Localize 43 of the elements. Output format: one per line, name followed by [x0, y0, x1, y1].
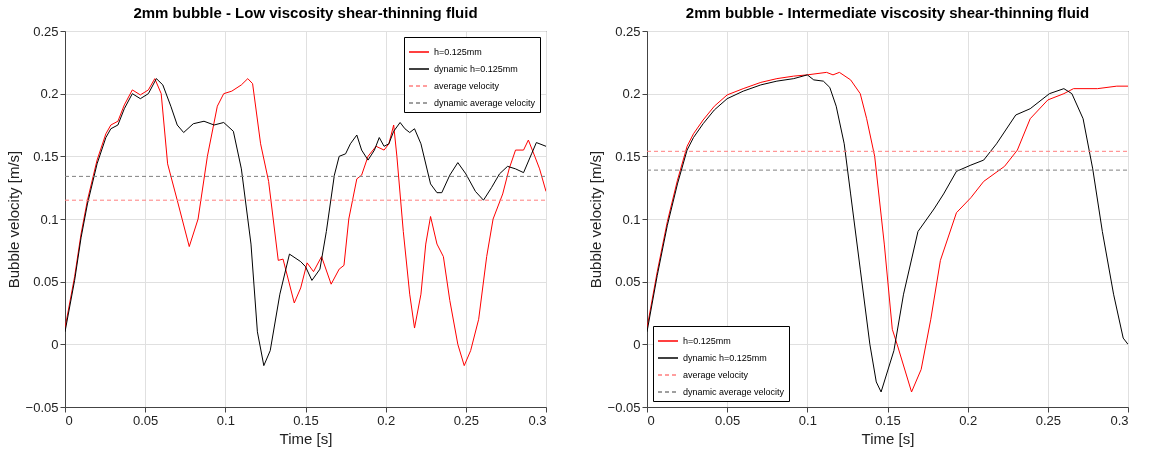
y-tick-label: 0.2: [622, 86, 641, 102]
x-tick-label: 0.2: [377, 412, 396, 428]
x-tick-label: 0.05: [133, 412, 159, 428]
y-tick-label: 0.15: [615, 148, 641, 164]
y-tick-label: 0.2: [40, 86, 59, 102]
x-tick-label: 0.15: [875, 412, 901, 428]
y-tick-label: 0.05: [33, 274, 59, 290]
x-tick-label: 0.25: [453, 412, 479, 428]
x-axis-title: Time [s]: [861, 429, 915, 447]
legend-label: h=0.125mm: [434, 47, 482, 57]
legend-label: dynamic average velocity: [683, 387, 785, 397]
x-tick-label: 0: [65, 412, 73, 428]
chart-title: 2mm bubble - Intermediate viscosity shear-thinning fluid: [685, 4, 1090, 21]
y-tick-label: −0.05: [607, 399, 641, 415]
legend-label: h=0.125mm: [683, 336, 731, 346]
x-tick-label: 0.1: [798, 412, 817, 428]
y-tick-label: 0.25: [615, 23, 641, 39]
x-tick-label: 0.25: [1035, 412, 1061, 428]
y-tick-label: 0: [51, 336, 59, 352]
legend-label: dynamic h=0.125mm: [683, 353, 767, 363]
y-tick-label: 0.1: [622, 211, 641, 227]
y-tick-label: −0.05: [25, 399, 59, 415]
legend-label: average velocity: [683, 370, 749, 380]
y-tick-label: 0.25: [33, 23, 59, 39]
x-tick-label: 0.3: [1110, 412, 1129, 428]
x-tick-label: 0: [647, 412, 655, 428]
y-tick-label: 0.05: [615, 274, 641, 290]
chart-title: 2mm bubble - Low viscosity shear-thinning fluid: [133, 4, 478, 21]
x-tick-label: 0.1: [216, 412, 235, 428]
line-series: [65, 78, 546, 367]
y-tick-label: 0: [633, 336, 641, 352]
x-tick-label: 0.15: [293, 412, 319, 428]
x-tick-label: 0.3: [528, 412, 547, 428]
y-axis-title: Bubble velocity [m/s]: [4, 150, 22, 289]
y-tick-label: 0.1: [40, 211, 59, 227]
x-tick-label: 0.05: [715, 412, 741, 428]
legend-label: dynamic h=0.125mm: [434, 64, 518, 74]
legend-label: average velocity: [434, 81, 500, 91]
x-tick-label: 0.2: [959, 412, 978, 428]
x-axis-title: Time [s]: [279, 429, 333, 447]
y-tick-label: 0.15: [33, 148, 59, 164]
legend-label: dynamic average velocity: [434, 98, 536, 108]
y-axis-title: Bubble velocity [m/s]: [586, 150, 604, 289]
